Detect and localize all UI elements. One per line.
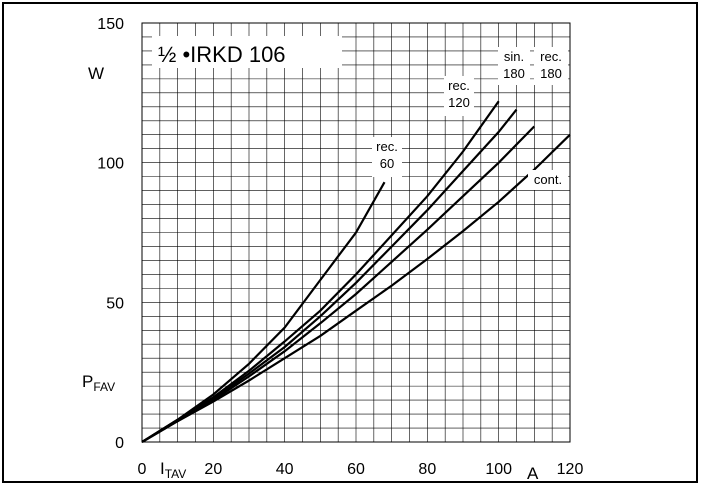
- y-axis-label-sub: FAV: [93, 380, 115, 394]
- y-tick-label: 100: [97, 156, 124, 173]
- x-tick-label: 40: [276, 461, 294, 478]
- y-tick-label: 50: [106, 295, 124, 312]
- series-line-4: [141, 133, 571, 443]
- x-tick-label: 120: [557, 461, 584, 478]
- x-tick-label: 60: [347, 461, 365, 478]
- curve-label: rec.: [540, 49, 562, 64]
- chart-frame: [2, 2, 698, 483]
- curve-label: 60: [380, 156, 394, 171]
- curve-label-bg: [444, 76, 474, 116]
- curve-label: sin.: [504, 49, 524, 64]
- curve-labels: rec. 60 rec. 120 sin. 180 rec. 180 cont.: [372, 47, 568, 190]
- curve-label: 180: [540, 66, 562, 81]
- y-axis-label-main: P: [82, 372, 93, 391]
- curve-label-bg: [372, 137, 402, 177]
- plot-area: [141, 22, 571, 443]
- curve-label-bg: [498, 47, 530, 85]
- x-tick-label: 0: [138, 461, 147, 478]
- chart-title: ½ •IRKD 106: [158, 42, 286, 67]
- series-line-2: [141, 108, 518, 443]
- curve-label: 180: [503, 66, 525, 81]
- curves: [141, 100, 571, 443]
- x-tick-label: 80: [418, 461, 436, 478]
- x-tick-label: 100: [485, 461, 512, 478]
- y-axis-label: PFAV: [82, 372, 115, 394]
- x-axis-unit: A: [527, 464, 539, 483]
- curve-label-bg: [534, 47, 568, 85]
- y-tick-labels: 0 50 100 150: [97, 16, 124, 452]
- curve-label: cont.: [534, 172, 562, 187]
- x-tick-labels: 0 20 40 60 80 100 120: [138, 461, 584, 478]
- series-line-0: [141, 181, 386, 443]
- y-axis-unit: W: [88, 64, 104, 83]
- curve-label: rec.: [376, 139, 398, 154]
- curve-label: 120: [448, 95, 470, 110]
- y-tick-label: 150: [97, 16, 124, 33]
- title-box: [152, 36, 342, 68]
- x-axis-label-main: I: [160, 459, 165, 478]
- y-tick-label: 0: [115, 435, 124, 452]
- curve-label-bg: [528, 170, 568, 190]
- x-axis-label-sub: TAV: [165, 467, 187, 481]
- x-axis-label: ITAV: [160, 459, 186, 481]
- curve-label: rec.: [448, 78, 470, 93]
- x-tick-label: 20: [204, 461, 222, 478]
